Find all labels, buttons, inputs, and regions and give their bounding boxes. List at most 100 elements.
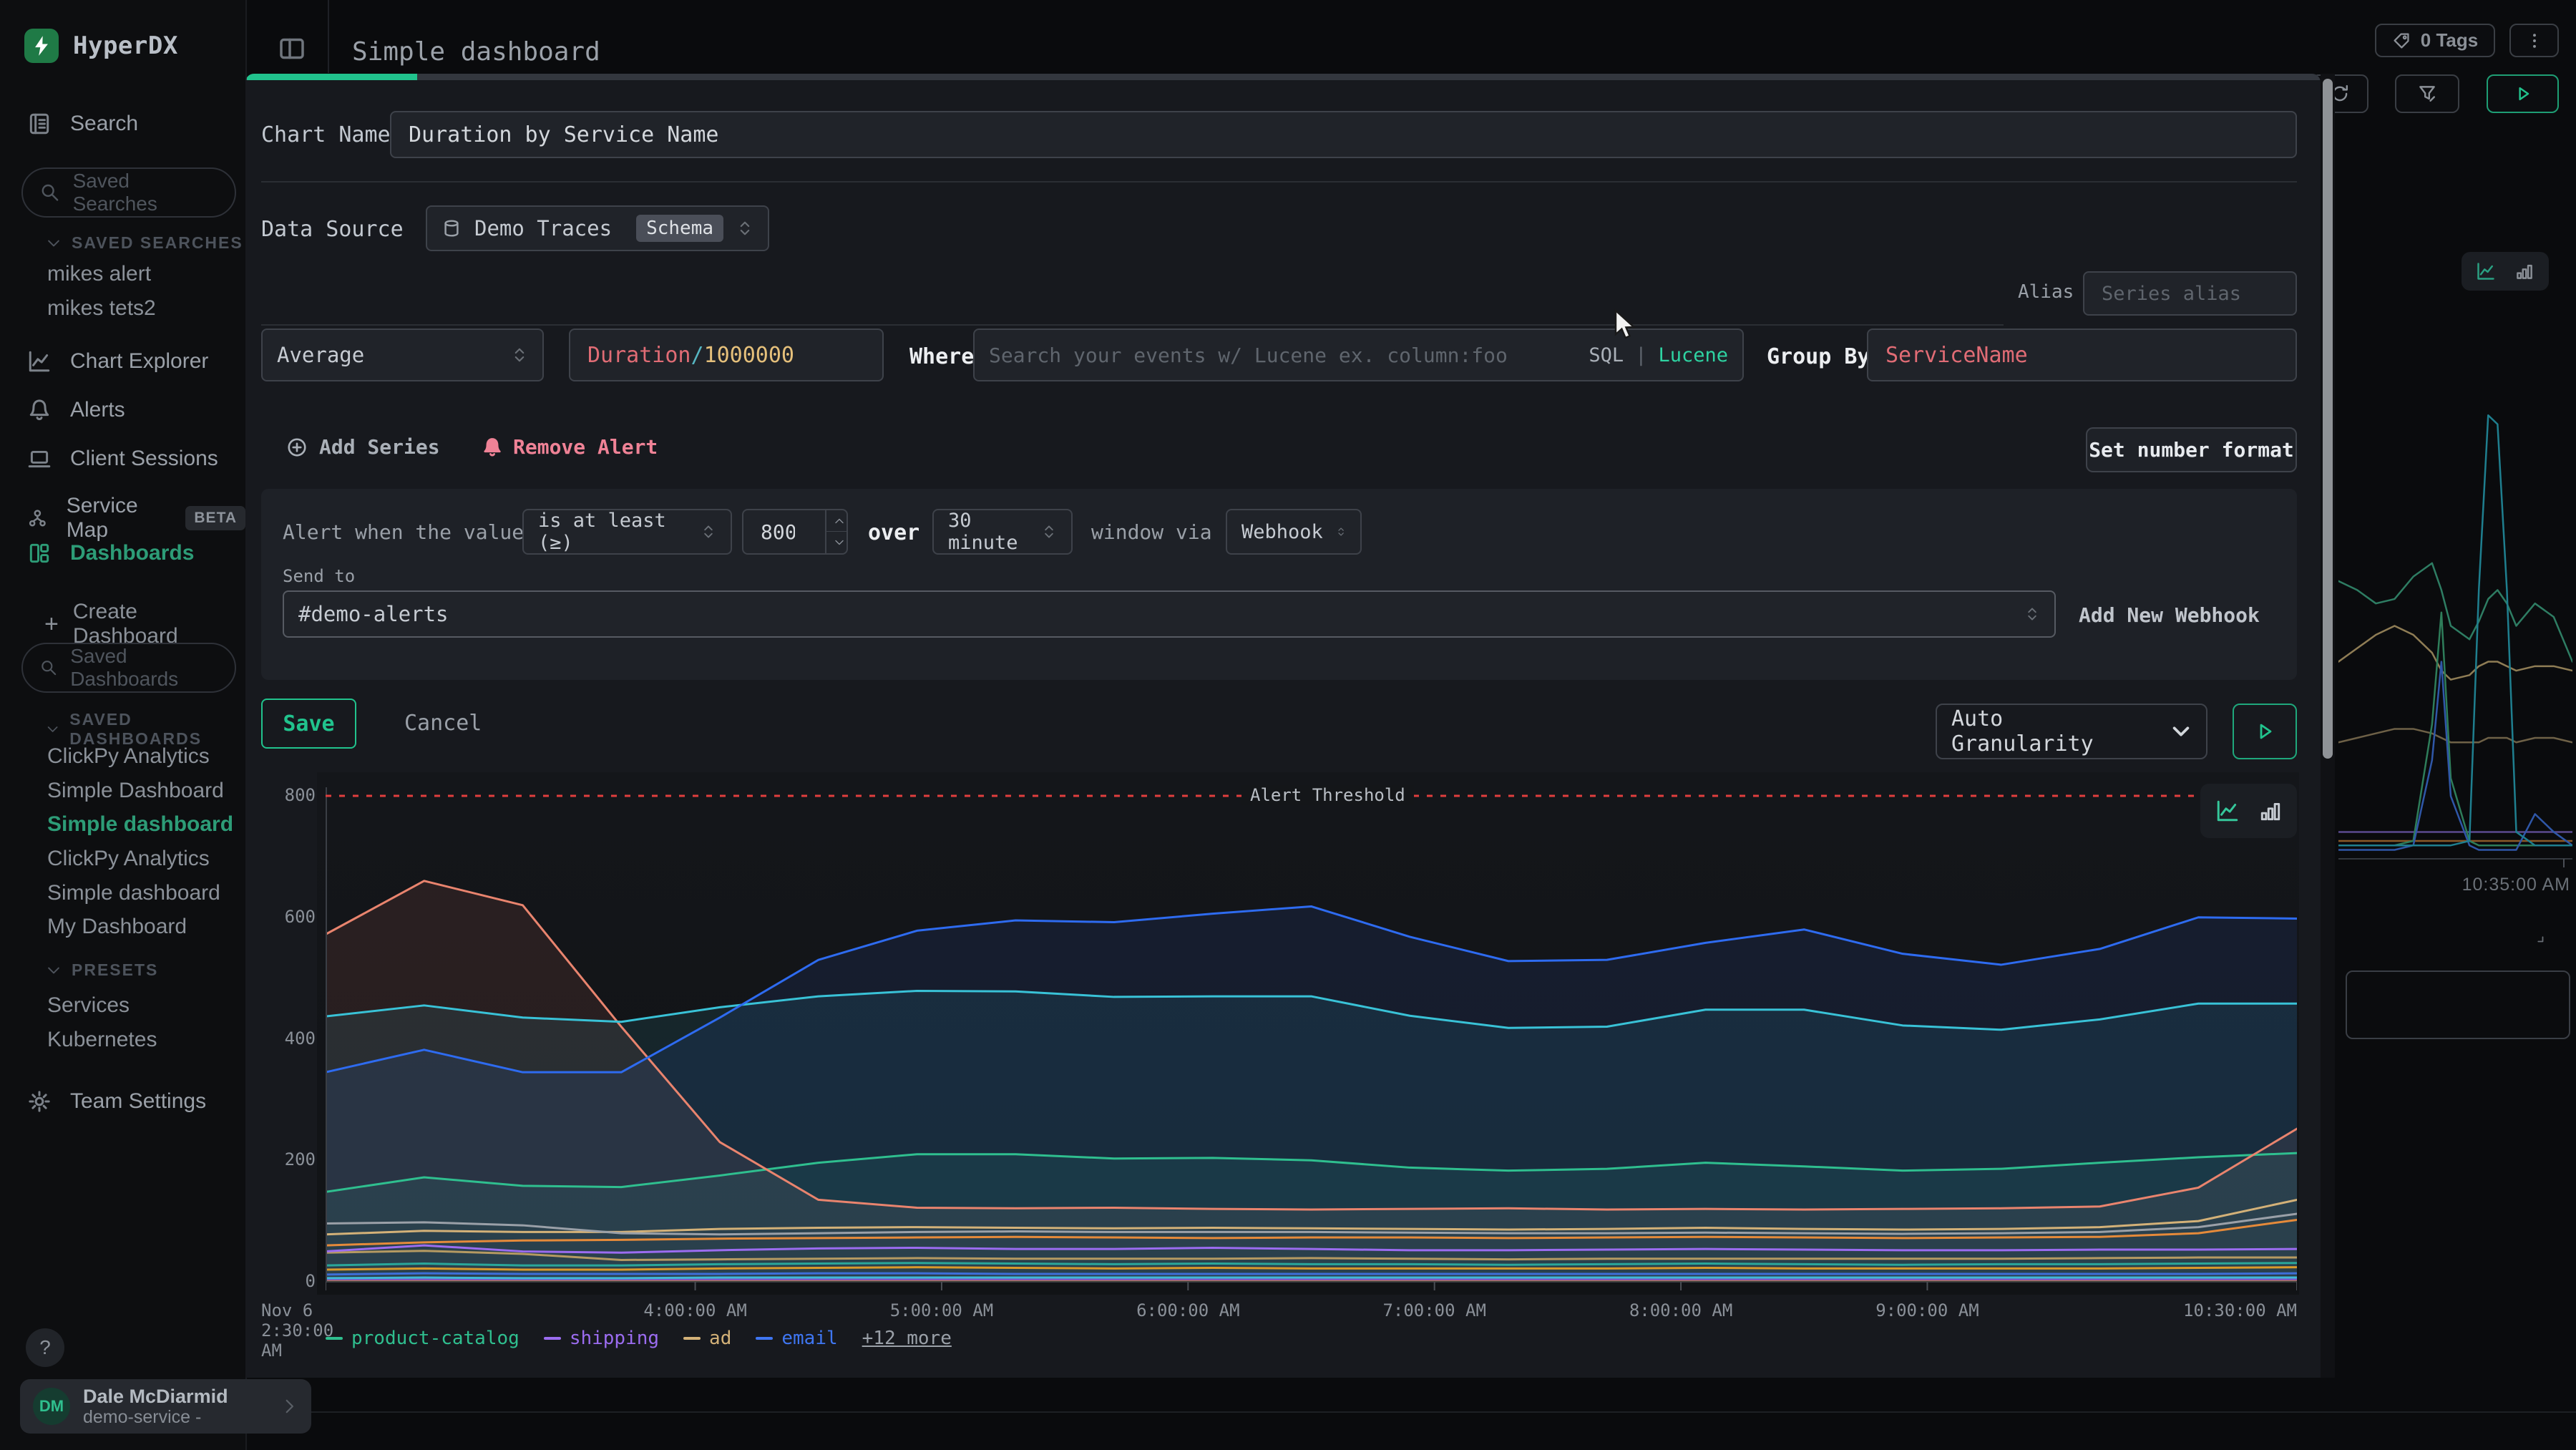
user-menu[interactable]: DM Dale McDiarmid demo-service -: [20, 1379, 311, 1434]
sidebar-item-dashboards[interactable]: Dashboards: [27, 541, 194, 565]
cancel-button[interactable]: Cancel: [404, 711, 482, 736]
legend-item[interactable]: ad: [683, 1328, 731, 1349]
legend-label: shipping: [569, 1328, 660, 1349]
add-series-button[interactable]: Add Series: [286, 435, 440, 459]
bar-chart-icon[interactable]: [2258, 799, 2283, 823]
laptop-icon: [27, 447, 52, 471]
progress-fill: [247, 74, 417, 80]
saved-dashboard-item[interactable]: ClickPy Analytics: [47, 847, 210, 870]
search-icon: [40, 183, 60, 203]
alert-window-select[interactable]: 30 minute: [932, 509, 1073, 555]
create-dashboard-button[interactable]: + Create Dashboard: [44, 600, 178, 648]
alert-threshold-input[interactable]: [742, 509, 848, 555]
chart-type-toggle[interactable]: [2200, 784, 2297, 838]
legend-swatch: [543, 1337, 561, 1340]
x-tick-label: 4:00:00 AM: [643, 1300, 747, 1320]
spin-down-icon[interactable]: [834, 537, 845, 548]
legend-swatch: [326, 1337, 343, 1340]
sql-option[interactable]: SQL: [1589, 344, 1624, 366]
remove-alert-button[interactable]: Remove Alert: [482, 435, 658, 459]
bar-chart-icon: [2514, 261, 2534, 281]
filter-icon: [2417, 84, 2437, 104]
resize-corner-icon[interactable]: [2530, 929, 2545, 943]
sidebar-item-service-map[interactable]: Service Map BETA: [27, 494, 245, 542]
sidebar-toggle-icon[interactable]: [278, 34, 306, 63]
run-query-button[interactable]: [2487, 74, 2559, 113]
user-subtitle: demo-service -: [83, 1407, 202, 1427]
set-number-format-button[interactable]: Set number format: [2086, 427, 2297, 472]
where-search-input[interactable]: Search your events w/ Lucene ex. column:…: [973, 329, 1744, 381]
saved-dashboard-item[interactable]: ClickPy Analytics: [47, 744, 210, 768]
add-new-webhook-button[interactable]: Add New Webhook: [2079, 603, 2260, 627]
search-icon: [40, 658, 57, 678]
avatar: DM: [33, 1388, 70, 1425]
legend-item[interactable]: shipping: [543, 1328, 660, 1349]
legend-item[interactable]: product-catalog: [326, 1328, 519, 1349]
alert-comparator-select[interactable]: is at least (≥): [522, 509, 732, 555]
metric-expression-input[interactable]: Duration/1000000: [569, 329, 884, 381]
saved-dashboard-item[interactable]: My Dashboard: [47, 915, 187, 938]
sidebar-item-chart-explorer[interactable]: Chart Explorer: [27, 349, 208, 374]
threshold-value[interactable]: [743, 510, 812, 553]
aggregation-select[interactable]: Average: [261, 329, 544, 381]
saved-dashboard-item[interactable]: Simple dashboard: [47, 881, 220, 905]
x-tick-label: 10:30:00 AM: [2183, 1300, 2297, 1320]
lucene-option[interactable]: Lucene: [1658, 344, 1728, 366]
select-updown-icon: [1336, 524, 1346, 540]
send-to-label: Send to: [283, 566, 356, 586]
sidebar-item-alerts[interactable]: Alerts: [27, 398, 125, 422]
chart-name-input[interactable]: [390, 111, 2297, 158]
save-button[interactable]: Save: [261, 699, 356, 749]
webhook-destination-select[interactable]: #demo-alerts: [283, 590, 2056, 638]
background-chart-type-toggle[interactable]: [2462, 252, 2549, 291]
saved-search-item[interactable]: mikes alert: [47, 262, 152, 286]
background-x-axis-label: 10:35:00 AM: [2462, 875, 2570, 895]
preset-item[interactable]: Kubernetes: [47, 1028, 157, 1051]
sidebar-item-team-settings[interactable]: Team Settings: [27, 1089, 206, 1114]
alert-threshold-label: Alert Threshold: [1241, 785, 1414, 805]
legend-label: email: [781, 1328, 838, 1349]
tags-button[interactable]: 0 Tags: [2375, 24, 2495, 57]
plus-icon: +: [44, 610, 59, 638]
chart-name-label: Chart Name: [261, 122, 391, 147]
select-updown-icon: [736, 220, 753, 237]
expression-number: 1000000: [703, 342, 794, 368]
presets-section-header[interactable]: PRESETS: [46, 960, 158, 980]
over-label: over: [868, 520, 920, 545]
legend-more-button[interactable]: +12 more: [862, 1328, 952, 1349]
preset-item[interactable]: Services: [47, 993, 130, 1017]
legend-label: ad: [709, 1328, 732, 1349]
chevron-down-icon: [46, 721, 59, 737]
query-language-toggle[interactable]: SQL | Lucene: [1589, 344, 1728, 366]
saved-searches-input[interactable]: Saved Searches: [21, 167, 236, 218]
sidebar-item-client-sessions[interactable]: Client Sessions: [27, 447, 218, 471]
y-tick-label: 800: [284, 785, 316, 805]
saved-dashboards-input[interactable]: Saved Dashboards: [21, 643, 236, 693]
saved-dashboard-item-active[interactable]: Simple dashboard: [47, 812, 234, 836]
modal-scrollbar-thumb[interactable]: [2323, 79, 2333, 759]
number-spinner[interactable]: [825, 510, 847, 553]
filter-button[interactable]: [2395, 74, 2459, 113]
main-chart: [326, 787, 2297, 1290]
divider: [261, 324, 2004, 326]
sidebar-item-search[interactable]: Search: [27, 112, 138, 136]
alert-channel-select[interactable]: Webhook: [1226, 509, 1362, 555]
help-button[interactable]: ?: [26, 1328, 64, 1367]
saved-dashboard-item[interactable]: Simple Dashboard: [47, 779, 224, 802]
more-options-button[interactable]: [2509, 24, 2559, 57]
alias-label: Alias: [2018, 281, 2074, 303]
granularity-select[interactable]: Auto Granularity: [1936, 704, 2207, 759]
legend-item[interactable]: email: [756, 1328, 838, 1349]
saved-searches-section-header[interactable]: SAVED SEARCHES: [46, 233, 243, 253]
series-alias-input[interactable]: [2083, 271, 2297, 316]
group-by-input[interactable]: ServiceName: [1867, 329, 2297, 381]
saved-search-item[interactable]: mikes tets2: [47, 296, 156, 320]
line-chart-icon[interactable]: [2215, 799, 2240, 823]
data-source-select[interactable]: Demo Traces Schema: [426, 205, 769, 251]
run-chart-button[interactable]: [2233, 704, 2297, 759]
plus-circle-icon: [286, 437, 308, 458]
saved-dashboards-section-header[interactable]: SAVED DASHBOARDS: [46, 710, 245, 749]
schema-badge: Schema: [636, 215, 723, 242]
spin-up-icon[interactable]: [834, 515, 845, 527]
